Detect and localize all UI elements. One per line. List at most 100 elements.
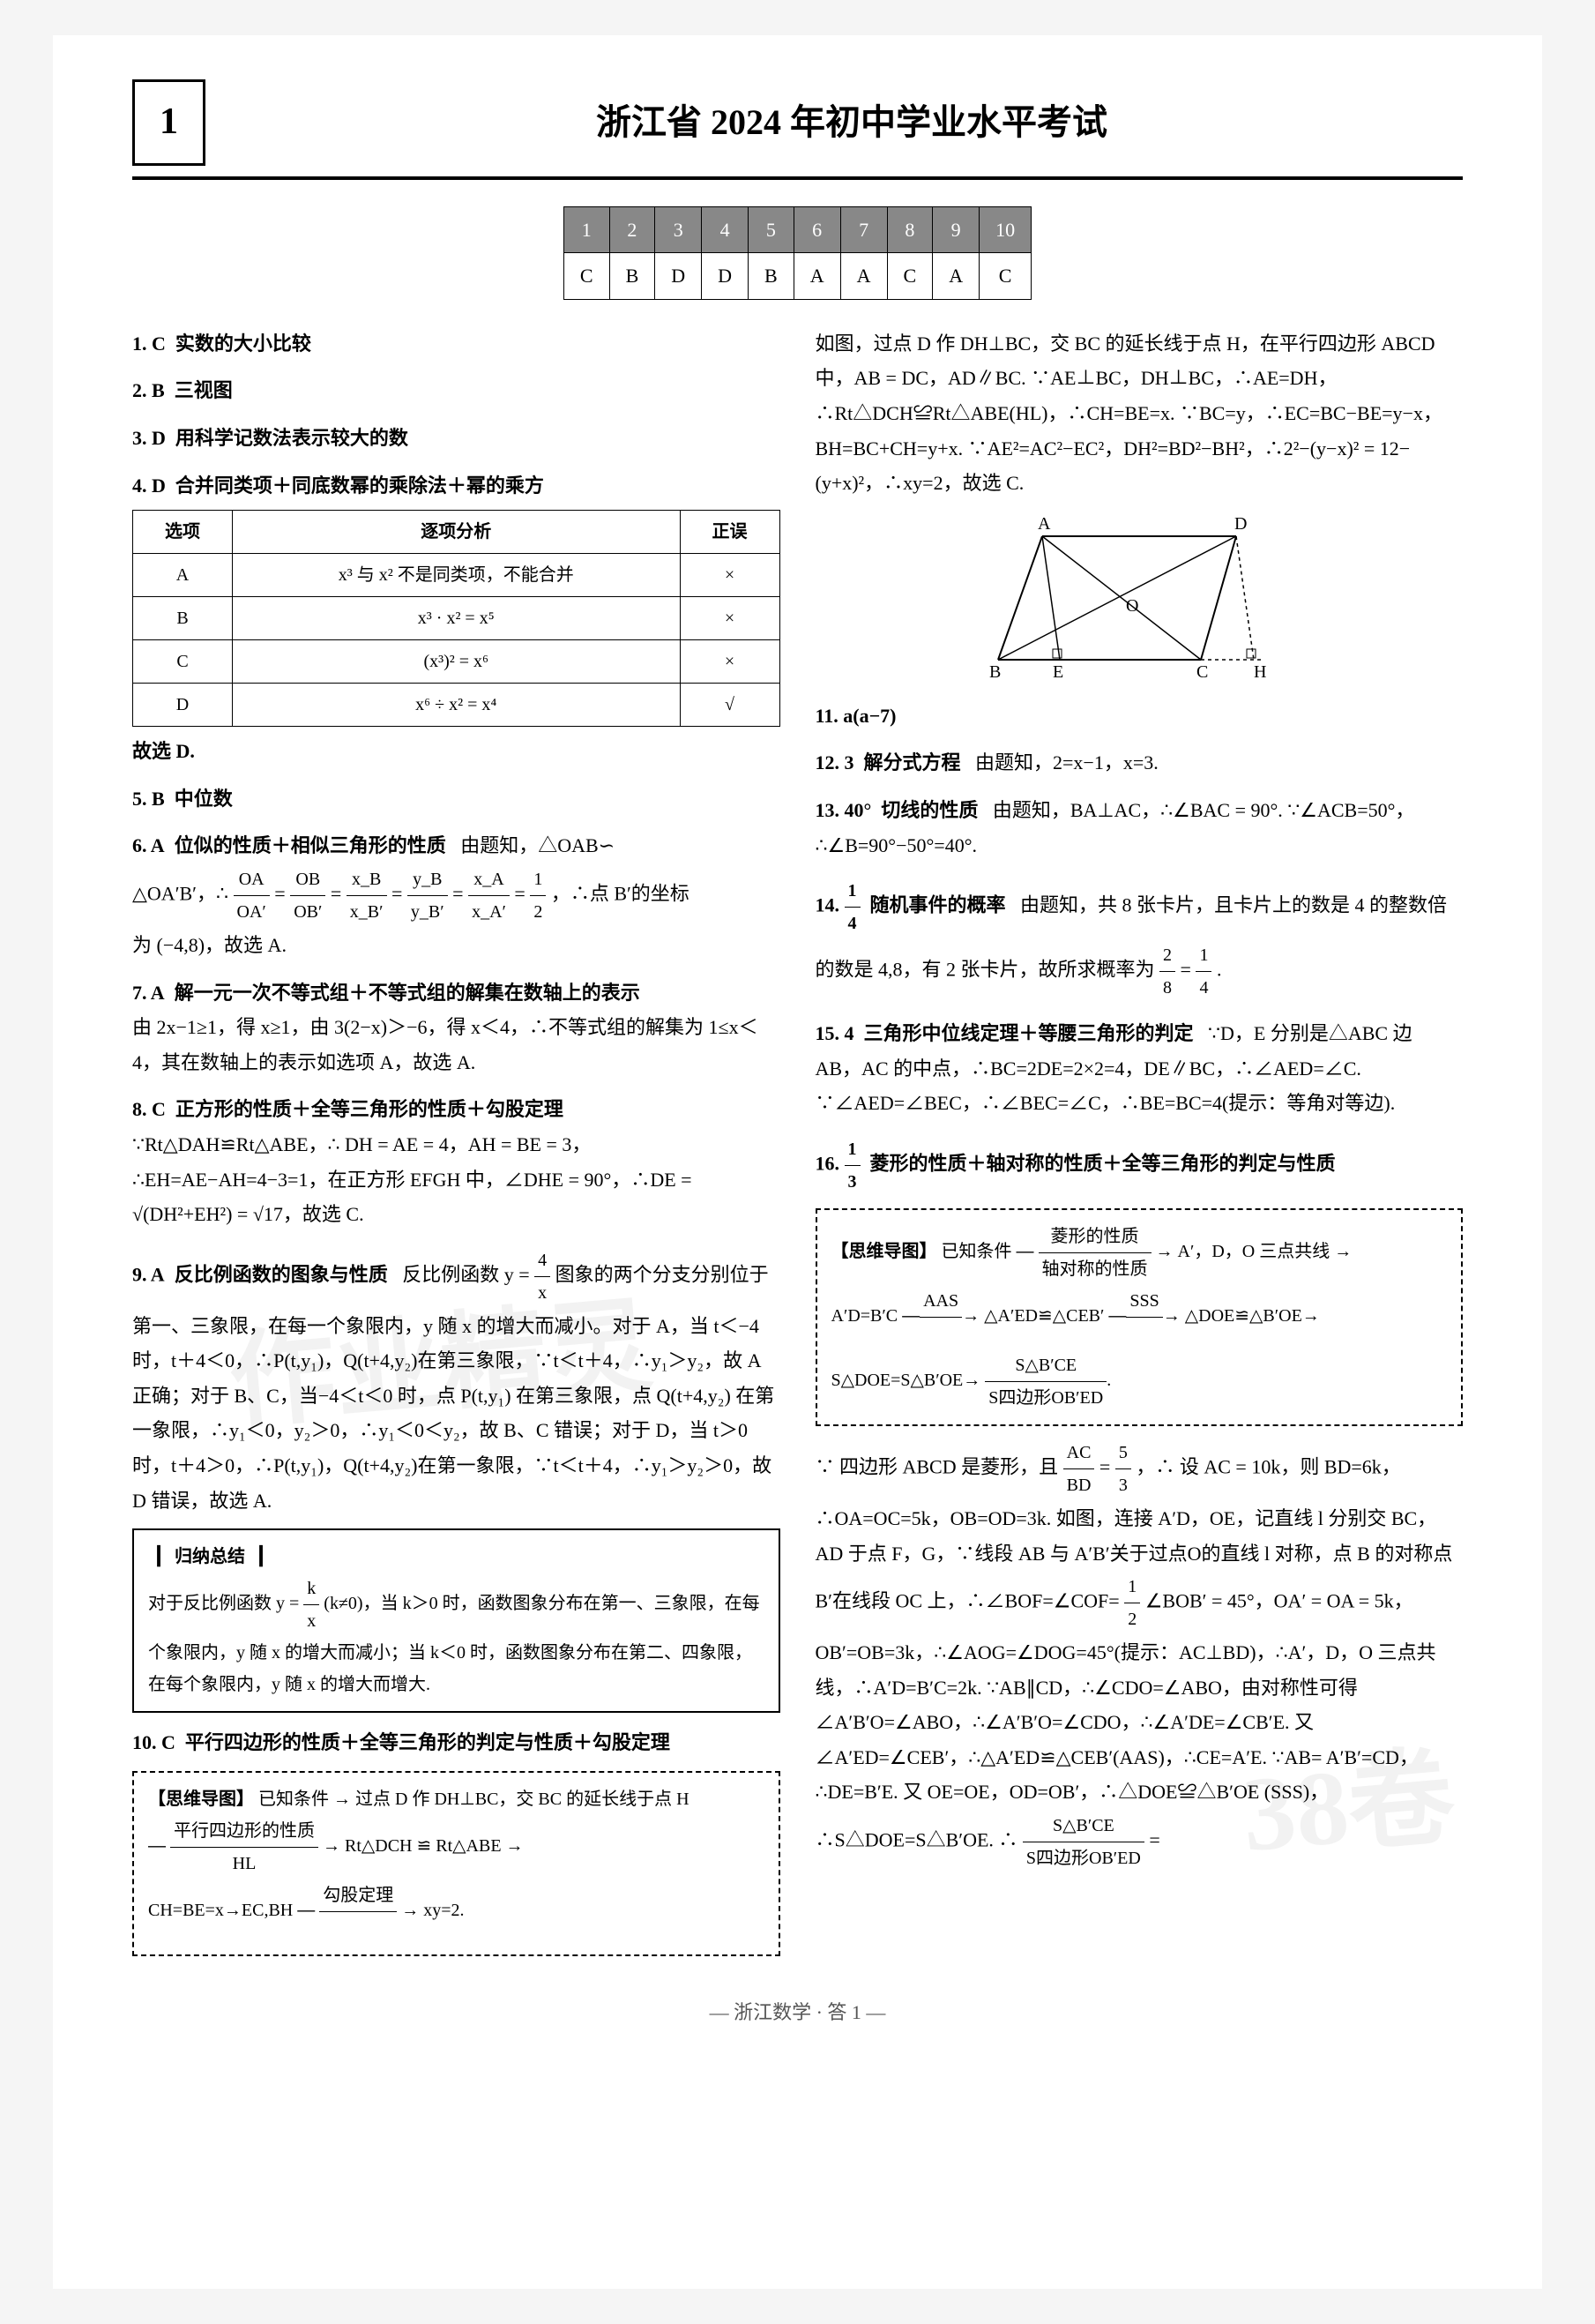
- td: ×: [680, 640, 779, 684]
- td: x⁶ ÷ x² = x⁴: [232, 684, 680, 727]
- page-title: 浙江省 2024 年初中学业水平考试: [241, 91, 1463, 154]
- text: 由题知，2=x−1，x=3.: [975, 751, 1159, 773]
- right-column: 如图，过点 D 作 DH⊥BC，交 BC 的延长线于点 H，在平行四边形 ABC…: [816, 326, 1464, 1969]
- frac-d: S四边形OB′ED: [985, 1382, 1107, 1414]
- text: 由 2x−1≥1，得 x≥1，由 3(2−x)＞−6，得 x＜4，∴不等式组的解…: [132, 1016, 758, 1073]
- grid-num: 9: [933, 206, 980, 253]
- q-topic: 平行四边形的性质＋全等三角形的判定与性质＋勾股定理: [185, 1731, 670, 1753]
- grid-ans: C: [887, 253, 933, 300]
- q-num: 8. C: [132, 1098, 166, 1120]
- arrow-top: SSS: [1126, 1285, 1162, 1318]
- text: A′D=B′C: [831, 1306, 898, 1326]
- frac-d: 3: [1115, 1469, 1131, 1501]
- frac-n: k: [303, 1573, 319, 1605]
- td: ×: [680, 597, 779, 640]
- q-num: 5. B: [132, 788, 165, 810]
- text: 已知条件 → 过点 D 作 DH⊥BC，交 BC 的延长线于点 H: [258, 1790, 689, 1809]
- td: C: [133, 640, 233, 684]
- summary-box: ┃归纳总结┃ 对于反比例函数 y = kx (k≠0)，当 k＞0 时，函数图象…: [132, 1528, 780, 1713]
- q-ans: a(a−7): [843, 705, 896, 727]
- arrow-top: AAS: [920, 1285, 962, 1318]
- arrow-bot: HL: [170, 1848, 318, 1879]
- td: (x³)² = x⁶: [232, 640, 680, 684]
- svg-text:C: C: [1196, 662, 1208, 682]
- q2: 2. B 三视图: [132, 373, 780, 408]
- q13: 13. 40° 切线的性质 由题知，BA⊥AC，∴∠BAC = 90°. ∵∠A…: [816, 793, 1464, 863]
- frac-n: 5: [1115, 1437, 1131, 1469]
- q1: 1. C 实数的大小比较: [132, 326, 780, 362]
- frac-n: OA: [234, 863, 270, 896]
- left-column: 1. C 实数的大小比较 2. B 三视图 3. D 用科学记数法表示较大的数 …: [132, 326, 780, 1969]
- svg-text:E: E: [1053, 662, 1063, 682]
- answer-grid: 1 2 3 4 5 6 7 8 9 10 C B D D B A A C A C: [563, 206, 1032, 300]
- grid-num: 6: [794, 206, 840, 253]
- text: △OA′B′，∴: [132, 882, 228, 904]
- td: D: [133, 684, 233, 727]
- svg-text:B: B: [989, 662, 1001, 682]
- frac-d: OB′: [290, 896, 325, 928]
- svg-text:O: O: [1126, 596, 1138, 616]
- frac-d: 2: [1124, 1603, 1140, 1635]
- frac-d: x_B′: [347, 896, 387, 928]
- q3: 3. D 用科学记数法表示较大的数: [132, 421, 780, 456]
- q14: 14. 14 随机事件的概率 由题知，共 8 张卡片，且卡片上的数是 4 的整数…: [816, 875, 1464, 1004]
- arrow-top: 菱形的性质: [1039, 1221, 1152, 1253]
- text: Rt△DCH ≌ Rt△ABE →: [345, 1836, 524, 1856]
- text: =: [1149, 1829, 1159, 1851]
- conclusion: 故选 D.: [132, 734, 780, 769]
- q-topic: 正方形的性质＋全等三角形的性质＋勾股定理: [175, 1098, 563, 1120]
- frac-d: x: [534, 1277, 550, 1309]
- td: x³ 与 x² 不是同类项，不能合并: [232, 554, 680, 597]
- page-number: 1: [132, 79, 205, 166]
- text: CH=BE=x→EC,BH: [148, 1901, 293, 1920]
- grid-num: 3: [655, 206, 702, 253]
- frac-d: y_B′: [407, 896, 448, 928]
- q-topic: 切线的性质: [881, 799, 978, 821]
- q-num: 14.: [816, 894, 840, 916]
- td: B: [133, 597, 233, 640]
- q-num: 16.: [816, 1152, 840, 1174]
- q-topic: 实数的大小比较: [175, 333, 311, 355]
- q-num: 1. C: [132, 333, 166, 355]
- parallelogram-diagram: A D B E C H O: [972, 510, 1307, 686]
- q-topic: 随机事件的概率: [870, 894, 1006, 916]
- q-num: 10. C: [132, 1731, 175, 1753]
- text: 已知条件: [942, 1242, 1012, 1261]
- q-topic: 三视图: [175, 379, 233, 401]
- frac-n: x_A: [468, 863, 510, 896]
- grid-ans: C: [563, 253, 609, 300]
- frac-n: S△B′CE: [1023, 1810, 1144, 1842]
- grid-num: 2: [609, 206, 655, 253]
- q9: 9. A 反比例函数的图象与性质 反比例函数 y = 4x 图象的两个分支分别位…: [132, 1244, 780, 1714]
- q4: 4. D 合并同类项＋同底数幂的乘除法＋幂的乘方 选项 逐项分析 正误 Ax³ …: [132, 468, 780, 769]
- frac-n: 1: [845, 875, 861, 908]
- svg-text:H: H: [1254, 662, 1266, 682]
- q-num: 2. B: [132, 379, 165, 401]
- q8: 8. C 正方形的性质＋全等三角形的性质＋勾股定理 ∵Rt△DAH≌Rt△ABE…: [132, 1092, 780, 1231]
- frac-n: 2: [1159, 939, 1175, 972]
- frac-d: BD: [1063, 1469, 1095, 1501]
- th: 选项: [133, 511, 233, 554]
- arrow-top: 平行四边形的性质: [170, 1815, 318, 1848]
- text: 图象的两个分支分别位于第一、三象限，在每一个象限内，y 随 x 的增大而减小。对…: [132, 1263, 774, 1511]
- text: ∵ 四边形 ABCD 是菱形，且: [816, 1455, 1059, 1477]
- grid-ans: A: [840, 253, 887, 300]
- frac-d: OA′: [234, 896, 270, 928]
- svg-text:D: D: [1234, 514, 1247, 534]
- frac-d: 8: [1159, 972, 1175, 1004]
- grid-num: 7: [840, 206, 887, 253]
- q-topic: 解分式方程: [864, 751, 961, 773]
- text: ，∴点 B′的坐标: [551, 882, 689, 904]
- q-num: 9. A: [132, 1263, 165, 1285]
- grid-num: 1: [563, 206, 609, 253]
- frac-d: S四边形OB′ED: [1023, 1842, 1144, 1874]
- text: 如图，过点 D 作 DH⊥BC，交 BC 的延长线于点 H，在平行四边形 ABC…: [816, 333, 1442, 494]
- grid-ans: D: [702, 253, 749, 300]
- q12: 12. 3 解分式方程 由题知，2=x−1，x=3.: [816, 745, 1464, 781]
- frac-n: AC: [1063, 1437, 1095, 1469]
- svg-text:A: A: [1038, 514, 1051, 534]
- q11: 11. a(a−7): [816, 699, 1464, 734]
- analysis-table: 选项 逐项分析 正误 Ax³ 与 x² 不是同类项，不能合并× Bx³ · x²…: [132, 510, 780, 727]
- td: √: [680, 684, 779, 727]
- page-footer: — 浙江数学 · 答 1 —: [132, 1995, 1463, 2030]
